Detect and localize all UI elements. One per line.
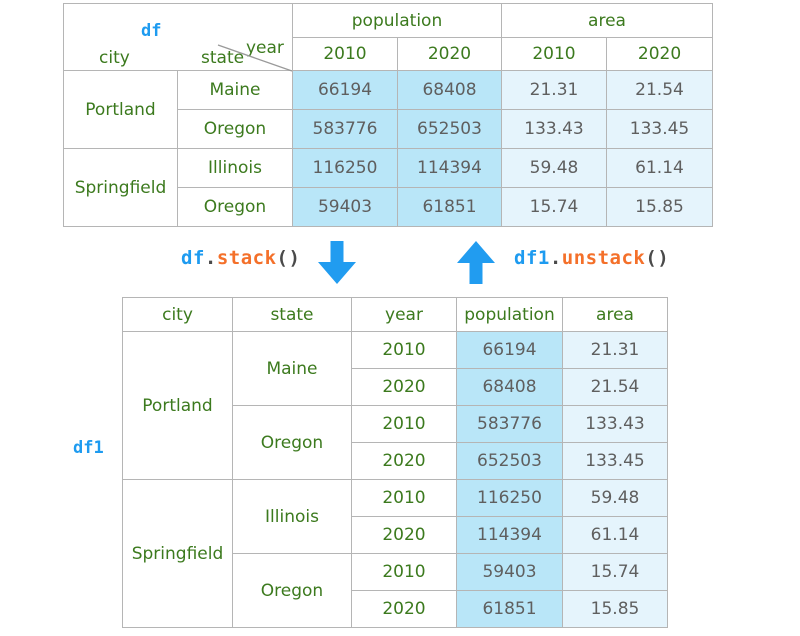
- year-cell: 2010: [351, 331, 457, 369]
- code-method: stack: [216, 247, 277, 269]
- year-cell: 2020: [351, 516, 457, 554]
- value-cell: 61.14: [605, 148, 714, 188]
- city-index-label: city: [99, 48, 130, 68]
- value-cell: 66194: [292, 70, 398, 110]
- column-group-population: population: [292, 3, 502, 38]
- top-table-df: population area 2010 2020 2010 2020 Port…: [63, 3, 714, 227]
- state-cell: Maine: [177, 70, 293, 110]
- value-cell: 116250: [292, 148, 398, 188]
- value-cell: 116250: [456, 479, 563, 517]
- column-group-area: area: [500, 3, 714, 38]
- code-object: df: [181, 247, 205, 269]
- year-cell: 2010: [351, 405, 457, 443]
- code-dot: .: [204, 247, 217, 269]
- value-cell: 114394: [397, 148, 502, 188]
- city-cell: Portland: [122, 331, 233, 480]
- state-cell: Maine: [232, 331, 352, 406]
- value-cell: 15.74: [562, 553, 668, 591]
- value-cell: 21.31: [562, 331, 668, 369]
- state-cell: Oregon: [232, 553, 352, 628]
- header-cell-city: city: [122, 297, 233, 332]
- diagonal-divider-line: [217, 44, 293, 72]
- header-cell-area: area: [562, 297, 668, 332]
- value-cell: 583776: [292, 109, 398, 149]
- value-cell: 114394: [456, 516, 563, 554]
- city-cell: Portland: [63, 70, 178, 149]
- state-cell: Oregon: [232, 405, 352, 480]
- code-object: df1: [514, 247, 550, 269]
- value-cell: 66194: [456, 331, 563, 369]
- state-cell: Oregon: [177, 109, 293, 149]
- value-cell: 652503: [397, 109, 502, 149]
- year-header-cell: 2020: [397, 37, 502, 71]
- year-header-cell: 2020: [605, 37, 714, 71]
- code-method: unstack: [561, 247, 646, 269]
- value-cell: 61851: [397, 187, 502, 227]
- header-cell-state: state: [232, 297, 352, 332]
- value-cell: 68408: [397, 70, 502, 110]
- stack-code: df.stack(): [181, 247, 300, 270]
- value-cell: 61.14: [562, 516, 668, 554]
- value-cell: 15.74: [501, 187, 607, 227]
- value-cell: 133.45: [605, 109, 714, 149]
- value-cell: 59.48: [562, 479, 668, 517]
- unstack-code: df1.unstack(): [514, 247, 669, 270]
- value-cell: 583776: [456, 405, 563, 443]
- year-cell: 2010: [351, 479, 457, 517]
- value-cell: 652503: [456, 442, 563, 480]
- value-cell: 15.85: [562, 590, 668, 628]
- value-cell: 21.54: [562, 368, 668, 406]
- value-cell: 61851: [456, 590, 563, 628]
- value-cell: 59.48: [501, 148, 607, 188]
- code-parens: (): [645, 247, 670, 269]
- corner-spacer: [63, 3, 293, 71]
- year-cell: 2020: [351, 442, 457, 480]
- header-cell-year: year: [351, 297, 457, 332]
- year-cell: 2020: [351, 590, 457, 628]
- year-cell: 2020: [351, 368, 457, 406]
- year-header-cell: 2010: [292, 37, 398, 71]
- unstack-up-arrow-icon: [457, 241, 495, 284]
- city-cell: Springfield: [63, 148, 178, 227]
- value-cell: 59403: [456, 553, 563, 591]
- code-dot: .: [549, 247, 562, 269]
- city-cell: Springfield: [122, 479, 233, 628]
- value-cell: 68408: [456, 368, 563, 406]
- value-cell: 15.85: [605, 187, 714, 227]
- year-header-cell: 2010: [501, 37, 607, 71]
- value-cell: 21.54: [605, 70, 714, 110]
- df1-label: df1: [73, 438, 104, 458]
- value-cell: 133.45: [562, 442, 668, 480]
- year-cell: 2010: [351, 553, 457, 591]
- year-index-label: year: [246, 38, 284, 58]
- bottom-table-df1: city state year population area Portland…: [122, 297, 668, 628]
- header-cell-population: population: [456, 297, 563, 332]
- state-index-label: state: [201, 48, 245, 68]
- value-cell: 59403: [292, 187, 398, 227]
- state-cell: Illinois: [232, 479, 352, 554]
- value-cell: 133.43: [501, 109, 607, 149]
- state-cell: Oregon: [177, 187, 293, 227]
- df-label: df: [141, 21, 162, 41]
- value-cell: 133.43: [562, 405, 668, 443]
- value-cell: 21.31: [501, 70, 607, 110]
- stack-down-arrow-icon: [318, 241, 356, 284]
- state-cell: Illinois: [177, 148, 293, 188]
- code-parens: (): [276, 247, 301, 269]
